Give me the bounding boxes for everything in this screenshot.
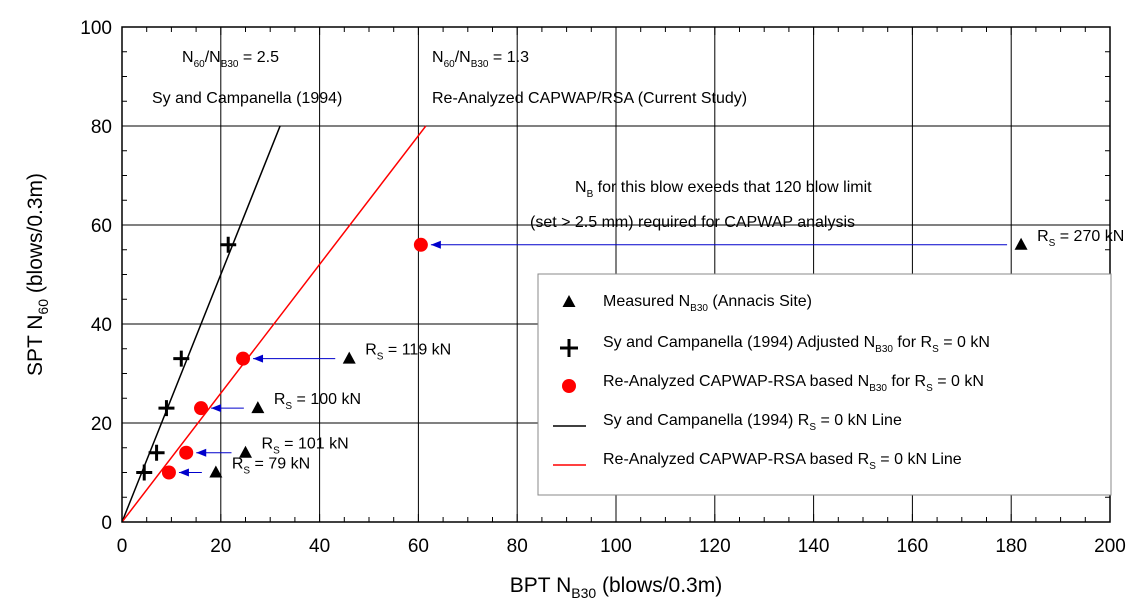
legend-label-rsa-line: Re-Analyzed CAPWAP-RSA based RS = 0 kN L… <box>603 451 962 472</box>
rs-label: RS = 119 kN <box>365 342 451 363</box>
y-axis-title: SPT N60 (blows/0.3m) <box>24 173 51 376</box>
y-tick-label: 0 <box>101 513 112 534</box>
y-tick-label: 40 <box>91 315 112 336</box>
fit-line <box>121 125 427 523</box>
annotation-rsa-ratio: N60/NB30 = 1.3 <box>432 49 529 70</box>
annotation-sc-ratio: N60/NB30 = 2.5 <box>182 49 279 70</box>
y-tick-label: 60 <box>91 216 112 237</box>
x-tick-label: 80 <box>507 536 528 557</box>
annotation-capwap-note: (set > 2.5 mm) required for CAPWAP analy… <box>530 214 855 231</box>
arrow-head <box>211 404 222 413</box>
arrow-head <box>253 354 264 363</box>
legend-box <box>537 273 1112 496</box>
legend-marker-circle <box>562 379 576 393</box>
annotation-blow-limit-note: NB for this blow exeeds that 120 blow li… <box>575 179 872 200</box>
sc-adjusted-point <box>136 464 153 481</box>
y-tick-label: 20 <box>91 414 112 435</box>
x-tick-label: 160 <box>897 536 929 557</box>
rsa-point <box>413 237 428 252</box>
x-tick-label: 40 <box>309 536 330 557</box>
arrow-head <box>196 448 207 457</box>
rsa-point <box>179 445 194 460</box>
x-tick-label: 180 <box>995 536 1027 557</box>
rs-label: RS = 100 kN <box>274 391 361 412</box>
arrow-head <box>178 468 189 477</box>
measured-point <box>1014 237 1028 250</box>
x-axis-title: BPT NB30 (blows/0.3m) <box>510 574 722 601</box>
annotation-sc-source: Sy and Campanella (1994) <box>152 90 342 107</box>
fit-lines <box>121 125 427 523</box>
legend-label-measured: Measured NB30 (Annacis Site) <box>603 293 812 314</box>
sc-adjusted-point <box>148 444 165 461</box>
tick-labels: 0 20 40 60 80 100 120 140 160 180 200 0 20 40 60 80 100 <box>80 18 1126 557</box>
measured-point <box>251 401 265 414</box>
fit-line <box>121 125 281 523</box>
rsa-point <box>194 401 209 416</box>
x-tick-label: 140 <box>798 536 830 557</box>
x-tick-label: 100 <box>600 536 632 557</box>
legend: Measured NB30 (Annacis Site) Sy and Camp… <box>537 273 1112 496</box>
rsa-point <box>236 351 251 366</box>
legend-marker-plus <box>560 339 578 357</box>
rs-label: RS = 270 kN <box>1037 228 1124 249</box>
legend-label-rsa-points: Re-Analyzed CAPWAP-RSA based NB30 for RS… <box>603 373 984 394</box>
sc-adjusted-point <box>220 236 237 253</box>
measured-point <box>239 445 252 458</box>
x-tick-label: 20 <box>210 536 231 557</box>
rs-label: RS = 101 kN <box>262 436 349 457</box>
annotation-rsa-source: Re-Analyzed CAPWAP/RSA (Current Study) <box>432 90 747 107</box>
sc-adjusted-point <box>158 400 175 417</box>
arrow-head <box>430 240 441 249</box>
sc-adjusted-point <box>173 350 190 367</box>
measured-point <box>342 351 356 364</box>
x-tick-label: 0 <box>117 536 128 557</box>
legend-label-sc-line: Sy and Campanella (1994) RS = 0 kN Line <box>603 412 902 433</box>
y-tick-label: 80 <box>91 117 112 138</box>
x-tick-label: 120 <box>699 536 731 557</box>
legend-marker-triangle <box>562 295 576 307</box>
y-tick-label: 100 <box>80 18 112 39</box>
rsa-point <box>161 465 176 480</box>
rs-label: RS = 79 kN <box>232 456 310 477</box>
measured-point <box>209 465 223 478</box>
annotation-arrows <box>178 240 1008 477</box>
legend-label-sc-adjusted: Sy and Campanella (1994) Adjusted NB30 f… <box>603 334 990 355</box>
x-tick-label: 60 <box>408 536 429 557</box>
x-tick-label: 200 <box>1094 536 1126 557</box>
